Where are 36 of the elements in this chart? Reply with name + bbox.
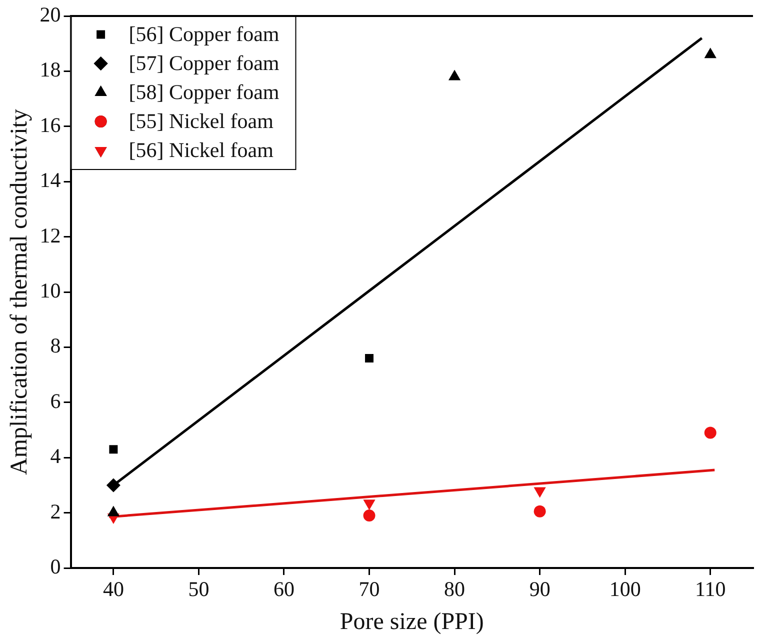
y-tick-label: 18 [40, 58, 61, 82]
legend-label: [56] Nickel foam [128, 138, 274, 162]
y-tick-label: 14 [40, 168, 62, 192]
point [534, 487, 546, 498]
y-axis-title: Amplification of thermal conductivity [6, 109, 33, 475]
x-tick-label: 110 [694, 577, 726, 602]
point [109, 445, 118, 454]
y-tick-label: 20 [40, 2, 61, 27]
x-tick-label: 40 [102, 577, 124, 602]
y-tick-label: 16 [40, 112, 61, 137]
x-tick-label: 70 [358, 577, 380, 602]
x-tick-label: 50 [188, 577, 210, 602]
point [448, 70, 461, 80]
y-tick-label: 0 [50, 554, 61, 579]
point [704, 48, 716, 58]
y-tick-label: 6 [50, 388, 61, 413]
point [363, 500, 376, 510]
x-tick-label: 90 [529, 577, 550, 602]
y-tick-label: 4 [50, 444, 62, 468]
point [704, 426, 716, 439]
point [363, 510, 376, 522]
point [106, 478, 120, 492]
y-tick-label: 10 [40, 278, 61, 303]
x-axis-title: Pore size (PPI) [340, 608, 484, 635]
legend-label: [58] Copper foam [128, 80, 280, 104]
y-tick-label: 12 [40, 223, 61, 248]
legend-label: [56] Copper foam [128, 22, 280, 46]
legend-label: [57] Copper foam [128, 51, 280, 76]
x-tick-label: 100 [609, 577, 641, 602]
point [534, 505, 546, 518]
y-tick-label: 8 [50, 334, 61, 358]
legend-label: [55] Nickel foam [128, 109, 274, 134]
point [365, 354, 374, 362]
x-tick-label: 60 [273, 577, 294, 602]
y-tick-label: 2 [50, 499, 61, 524]
x-tick-label: 80 [444, 577, 466, 602]
